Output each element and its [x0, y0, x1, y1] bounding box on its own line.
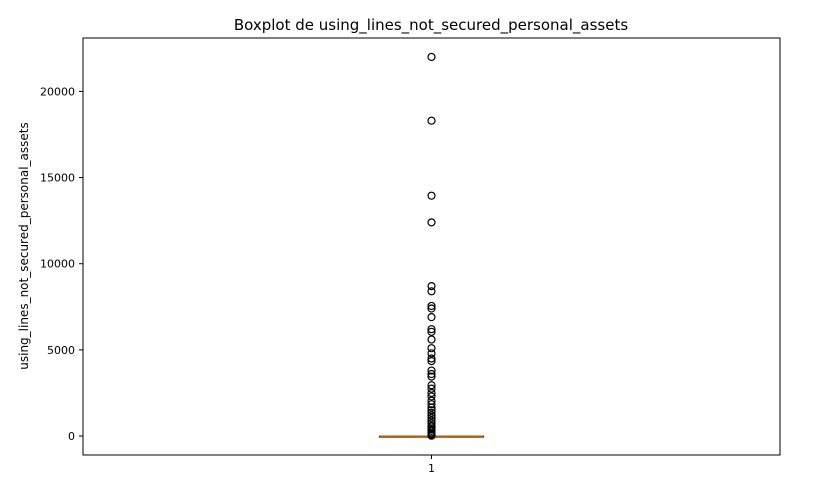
chart-title: Boxplot de using_lines_not_secured_perso… [234, 16, 628, 35]
outlier-point [427, 344, 436, 353]
outlier-point [427, 411, 436, 420]
y-tick-label: 20000 [40, 85, 75, 98]
y-tick-label: 10000 [40, 258, 75, 271]
outlier-point [427, 388, 436, 398]
outlier-point [427, 400, 436, 409]
outlier-point [427, 313, 436, 322]
outlier-point [427, 301, 436, 311]
outlier-point [427, 406, 436, 415]
y-tick-label: 15000 [40, 172, 75, 185]
outlier-point [427, 335, 436, 344]
outlier-point [427, 369, 436, 379]
outlier-point [427, 366, 436, 375]
outlier-point [427, 287, 436, 296]
outlier-point [427, 403, 436, 412]
outlier-point [427, 282, 436, 291]
outlier-point [427, 413, 436, 423]
outlier-point [427, 304, 436, 313]
outlier-point [427, 116, 436, 125]
plot-area: 0 5000 10000 15000 20000 1 [40, 37, 781, 475]
outlier-point [427, 408, 436, 417]
outlier-point [427, 381, 436, 390]
x-tick-label: 1 [428, 462, 435, 475]
outlier-point [427, 392, 436, 401]
outlier-point [427, 431, 436, 440]
x-axis-ticks: 1 [428, 455, 435, 475]
outlier-points [427, 52, 436, 440]
outlier-point [427, 218, 436, 227]
outlier-point [427, 191, 436, 200]
outlier-point [427, 52, 436, 62]
outlier-point [427, 349, 436, 358]
outlier-point [427, 384, 436, 393]
y-tick-label: 5000 [47, 344, 75, 357]
y-axis-label: using_lines_not_secured_personal_assets [17, 122, 31, 370]
y-tick-label: 0 [68, 430, 75, 443]
outlier-point [427, 325, 436, 334]
outlier-point [427, 372, 436, 381]
outlier-point [427, 419, 436, 428]
outlier-point [427, 327, 436, 336]
outlier-point [427, 354, 436, 363]
y-axis-ticks: 0 5000 10000 15000 20000 [40, 85, 83, 443]
outlier-point [427, 356, 436, 366]
